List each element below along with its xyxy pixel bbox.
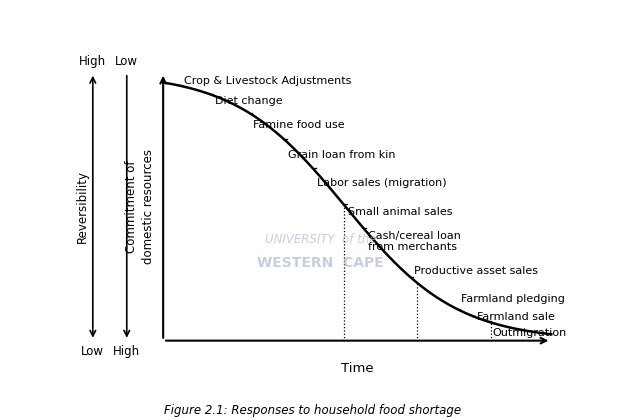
Text: High: High <box>113 346 140 359</box>
Text: Figure 2.1: Responses to household food shortage: Figure 2.1: Responses to household food … <box>165 404 461 417</box>
Text: Grain loan from kin: Grain loan from kin <box>289 150 396 160</box>
Text: UNIVERSITY  of the: UNIVERSITY of the <box>265 233 377 246</box>
Text: High: High <box>80 55 106 68</box>
Text: WESTERN  CAPE: WESTERN CAPE <box>257 256 384 270</box>
Text: Cash/cereal loan
from merchants: Cash/cereal loan from merchants <box>368 231 461 252</box>
Text: Farmland sale: Farmland sale <box>476 312 555 321</box>
Text: Farmland pledging: Farmland pledging <box>461 294 565 304</box>
Text: Diet change: Diet change <box>215 96 282 106</box>
Text: Outmigration: Outmigration <box>492 328 567 338</box>
Text: Productive asset sales: Productive asset sales <box>414 266 538 276</box>
Text: Labor sales (migration): Labor sales (migration) <box>317 178 447 188</box>
Text: Famine food use: Famine food use <box>254 120 345 130</box>
Text: Crop & Livestock Adjustments: Crop & Livestock Adjustments <box>183 76 351 86</box>
Text: Reversibility: Reversibility <box>76 170 89 243</box>
Text: Commitment of
domestic resources: Commitment of domestic resources <box>125 149 155 264</box>
Text: Low: Low <box>81 346 105 359</box>
Text: Low: Low <box>115 55 138 68</box>
Text: Small animal sales: Small animal sales <box>349 207 453 217</box>
Text: Time: Time <box>341 362 374 375</box>
